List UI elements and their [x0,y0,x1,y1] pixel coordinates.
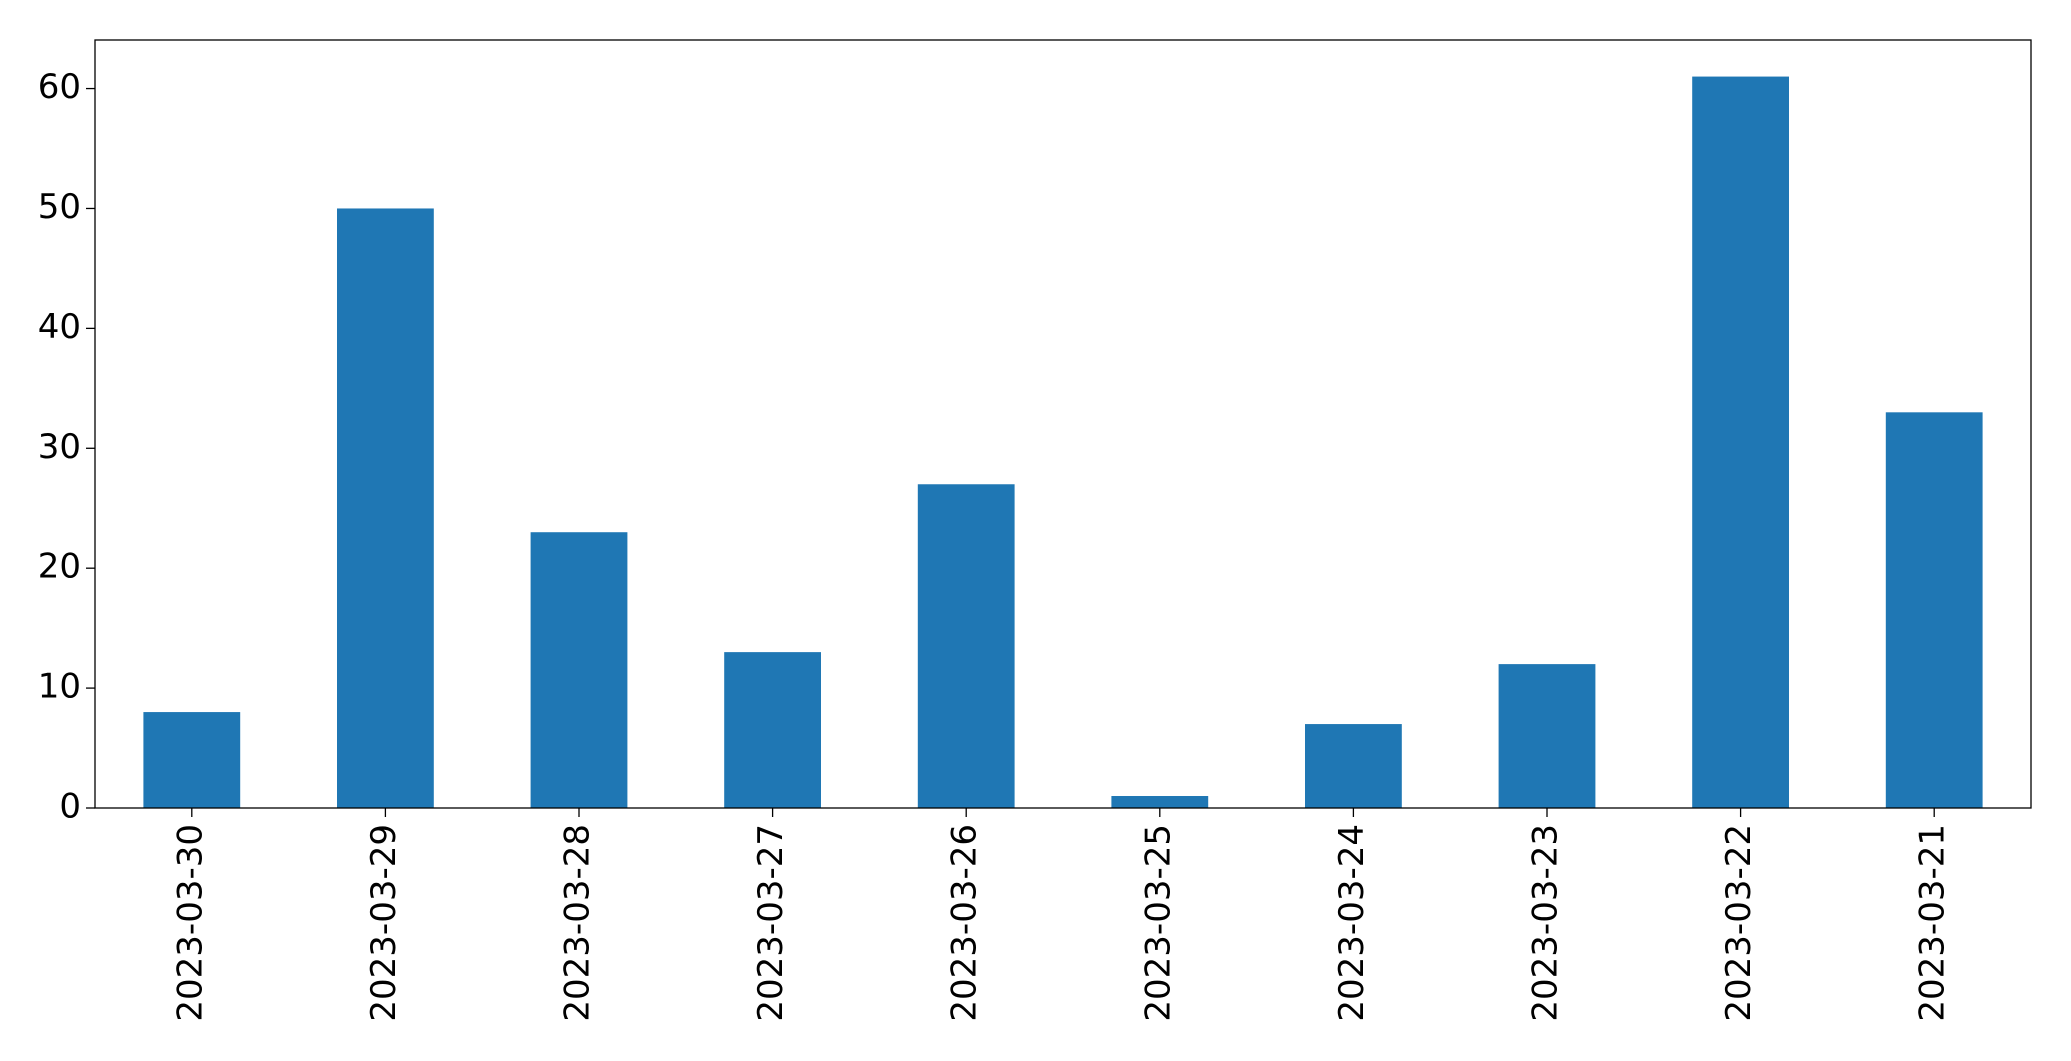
y-tick-label: 40 [38,307,81,347]
bar [724,652,821,808]
x-tick-label: 2023-03-24 [1332,824,1372,1022]
x-tick-label: 2023-03-25 [1138,824,1178,1022]
bar [917,484,1015,808]
bar [143,712,241,808]
bar [1305,724,1402,808]
y-tick-label: 10 [38,667,81,707]
x-tick-label: 2023-03-23 [1526,824,1566,1022]
y-tick-label: 60 [38,67,81,107]
x-tick-label: 2023-03-21 [1913,824,1953,1022]
y-tick-label: 20 [38,547,81,587]
bar [1692,76,1789,809]
x-tick-label: 2023-03-28 [558,824,598,1022]
x-tick-label: 2023-03-29 [364,824,404,1022]
bar [1885,412,1983,808]
bar [1111,796,1209,808]
x-tick-label: 2023-03-26 [945,824,985,1022]
plot-frame [94,39,2032,809]
x-tick-label: 2023-03-27 [751,824,791,1022]
bar [1498,664,1596,808]
bar [337,208,434,808]
x-tick-label: 2023-03-22 [1719,824,1759,1022]
y-tick-label: 50 [38,187,81,227]
x-tick-label: 2023-03-30 [170,824,210,1022]
y-tick-label: 30 [38,427,81,467]
y-tick-label: 0 [59,787,81,827]
bar [530,532,628,808]
